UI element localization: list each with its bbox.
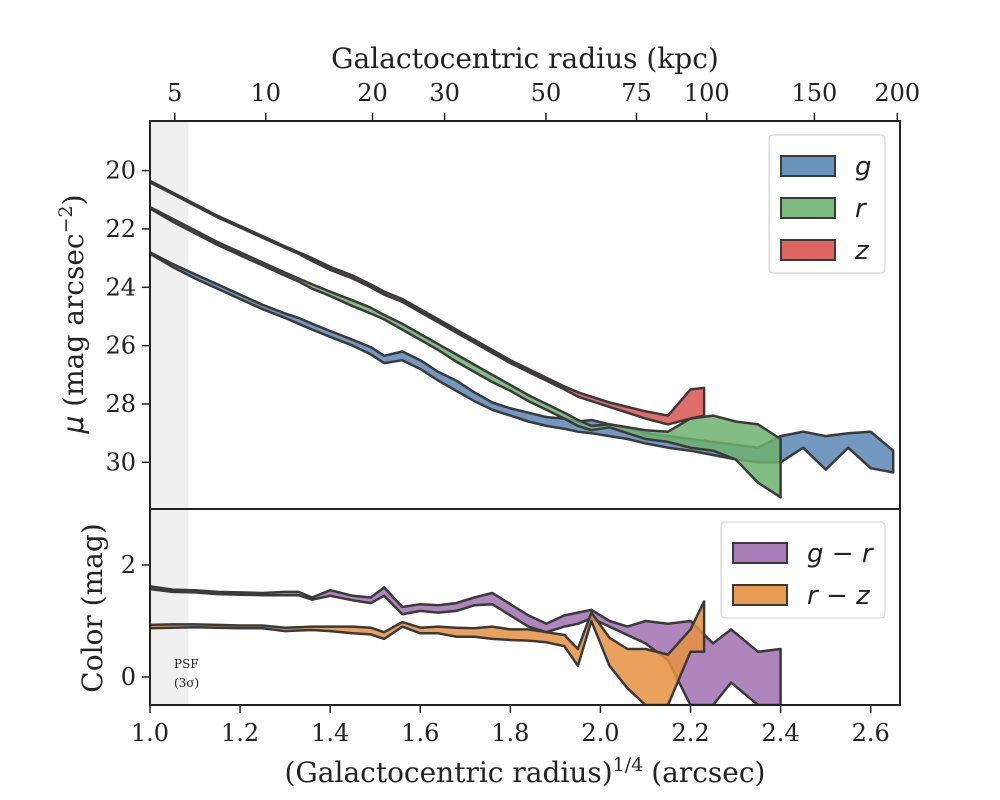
bottom-xtick-label-1: 1.2 xyxy=(221,719,259,747)
axis-titles: Galactocentric radius (kpc) μ (mag arcse… xyxy=(55,42,765,789)
top-band-1 xyxy=(150,205,782,499)
bottom-xtick-label-0: 1.0 xyxy=(131,719,169,747)
bottom-ytick-label-0: 0 xyxy=(121,663,136,691)
top-psf-shaded-region xyxy=(150,121,189,509)
bottom-xtick-label-2: 1.4 xyxy=(311,719,349,747)
bottom-xtick-label-6: 2.2 xyxy=(671,719,709,747)
top-ytick-label-4: 28 xyxy=(105,390,136,418)
top-ytick-label-2: 24 xyxy=(105,273,136,301)
top-panel: 20 22 24 26 28 30 grz 5 10 20 30 50 75 100 150 200 xyxy=(105,79,920,510)
top-legend-label-2: z xyxy=(854,236,870,266)
bottom-legend-label-0: g − r xyxy=(807,539,875,569)
bottom-panel-ylabel: Color (mag) xyxy=(76,523,109,692)
top-axis-tick-label-3: 30 xyxy=(429,79,460,107)
top-band-0 xyxy=(150,251,895,474)
top-axis-tick-label-8: 200 xyxy=(874,79,920,107)
bottom-ytick-label-1: 2 xyxy=(121,551,136,579)
top-axis-tick-label-0: 5 xyxy=(167,79,182,107)
top-axis-tick-label-1: 10 xyxy=(250,79,281,107)
bottom-xtick-label-3: 1.6 xyxy=(401,719,439,747)
top-legend-swatch-1 xyxy=(780,197,836,219)
top-ytick-label-5: 30 xyxy=(105,448,136,476)
psf-sigma-label: (3σ) xyxy=(174,676,199,690)
bottom-legend-label-1: r − z xyxy=(807,581,871,611)
bottom-band-1 xyxy=(150,600,706,705)
top-band-2 xyxy=(150,179,706,426)
bottom-legend-swatch-0 xyxy=(732,542,788,564)
top-axis-tick-label-4: 50 xyxy=(531,79,562,107)
bottom-xtick-label-8: 2.6 xyxy=(852,719,890,747)
bottom-xtick-label-5: 2.0 xyxy=(581,719,619,747)
xlabel-exponent: 1/4 xyxy=(613,754,644,776)
ylabel-mu-symbol: μ xyxy=(57,416,90,435)
top-axis-tick-label-6: 100 xyxy=(684,79,730,107)
top-ytick-label-3: 26 xyxy=(105,332,136,360)
ylabel-close: ) xyxy=(57,194,90,205)
xlabel-base: (Galactocentric radius) xyxy=(285,756,613,789)
xlabel-unit: (arcsec) xyxy=(651,756,765,789)
bottom-frame xyxy=(149,508,901,706)
ylabel-exp: −2 xyxy=(55,205,77,233)
top-axis-tick-label-5: 75 xyxy=(621,79,652,107)
bottom-psf-shaded-region xyxy=(150,509,189,705)
top-legend-label-1: r xyxy=(855,194,868,224)
top-panel-ylabel: μ (mag arcsec−2) xyxy=(55,194,90,434)
top-bands xyxy=(150,179,895,499)
top-ytick-label-1: 22 xyxy=(105,215,136,243)
top-ytick-label-0: 20 xyxy=(105,157,136,185)
top-legend-swatch-0 xyxy=(780,155,836,177)
bottom-band-0 xyxy=(150,585,782,705)
bottom-xtick-label-4: 1.8 xyxy=(491,719,529,747)
bottom-bands xyxy=(150,585,782,705)
bottom-legend-swatch-1 xyxy=(732,584,788,606)
top-axis-tick-label-7: 150 xyxy=(792,79,838,107)
bottom-xtick-label-7: 2.4 xyxy=(762,719,800,747)
top-legend-swatch-2 xyxy=(780,239,836,261)
top-axis-tick-label-2: 20 xyxy=(357,79,388,107)
top-axis-title: Galactocentric radius (kpc) xyxy=(331,42,719,75)
bottom-axis-title: (Galactocentric radius)1/4 (arcsec) xyxy=(285,754,766,789)
psf-label: PSF xyxy=(174,657,199,671)
top-legend-label-0: g xyxy=(855,152,872,182)
ylabel-unit: (mag arcsec xyxy=(57,233,90,415)
bottom-panel: 0 2 g − r r − z 1.0 1.2 1.4 1.6 1.8 2.0 2.2 2.4 2.6 P… xyxy=(121,508,901,747)
